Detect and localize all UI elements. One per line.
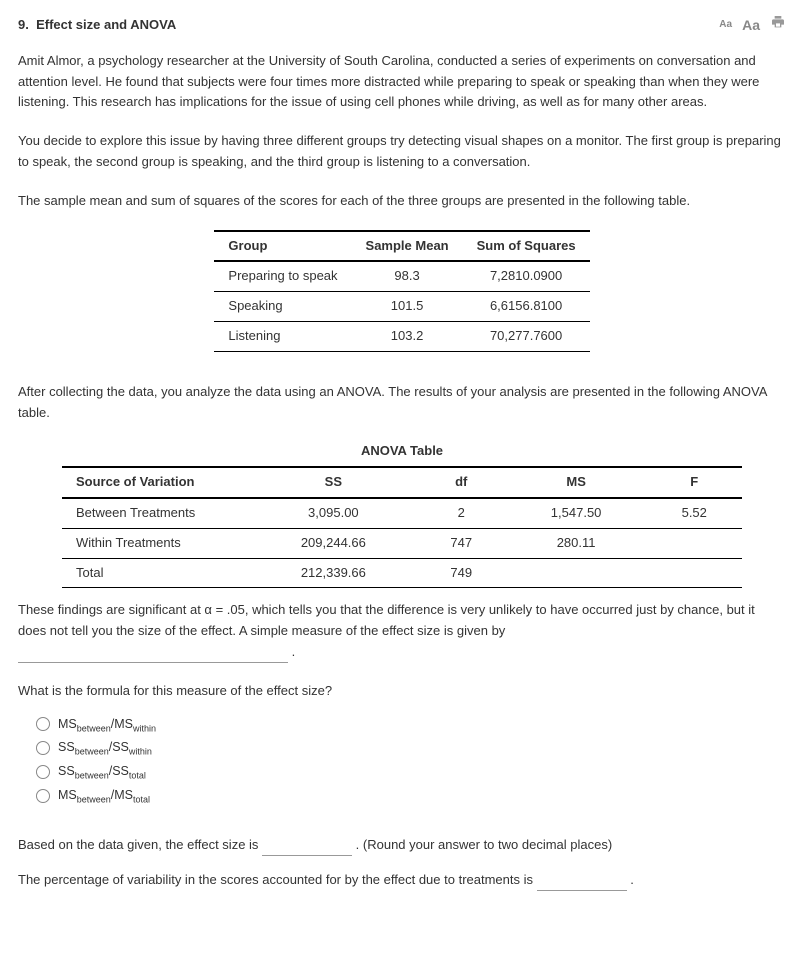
question-header: 9. Effect size and ANOVA Aa Aa xyxy=(18,14,786,37)
radio-icon[interactable] xyxy=(36,765,50,779)
option-4[interactable]: MSbetween/MStotal xyxy=(36,785,786,807)
a-h4: MS xyxy=(506,467,647,498)
paragraph-2: You decide to explore this issue by havi… xyxy=(18,131,786,173)
paragraph-4: After collecting the data, you analyze t… xyxy=(18,382,786,424)
paragraph-1: Amit Almor, a psychology researcher at t… xyxy=(18,51,786,113)
option-3[interactable]: SSbetween/SStotal xyxy=(36,761,786,783)
table-row: Total 212,339.66 749 xyxy=(62,558,742,588)
print-icon[interactable] xyxy=(770,14,786,37)
toolbar: Aa Aa xyxy=(719,14,786,37)
a-h2: SS xyxy=(250,467,417,498)
blank-effect-measure[interactable] xyxy=(18,648,288,663)
table-row: Listening 103.2 70,277.7600 xyxy=(214,321,589,351)
blank-effect-size[interactable] xyxy=(262,841,352,856)
paragraph-3: The sample mean and sum of squares of th… xyxy=(18,191,786,212)
t1-h1: Group xyxy=(214,231,351,262)
font-decrease-button[interactable]: Aa xyxy=(719,17,732,33)
paragraph-8: The percentage of variability in the sco… xyxy=(18,870,786,891)
t1-h2: Sample Mean xyxy=(352,231,463,262)
anova-title: ANOVA Table xyxy=(18,441,786,462)
blank-percentage[interactable] xyxy=(537,876,627,891)
question-number: 9. xyxy=(18,17,29,32)
table-row: Within Treatments 209,244.66 747 280.11 xyxy=(62,528,742,558)
option-2[interactable]: SSbetween/SSwithin xyxy=(36,737,786,759)
table-row: Preparing to speak 98.3 7,2810.0900 xyxy=(214,261,589,291)
a-h5: F xyxy=(647,467,743,498)
question-title: 9. Effect size and ANOVA xyxy=(18,15,176,36)
font-increase-button[interactable]: Aa xyxy=(742,14,760,36)
paragraph-7: Based on the data given, the effect size… xyxy=(18,835,786,856)
table-row: Speaking 101.5 6,6156.8100 xyxy=(214,292,589,322)
formula-options: MSbetween/MSwithin SSbetween/SSwithin SS… xyxy=(36,714,786,808)
a-h3: df xyxy=(417,467,506,498)
radio-icon[interactable] xyxy=(36,789,50,803)
option-1[interactable]: MSbetween/MSwithin xyxy=(36,714,786,736)
radio-icon[interactable] xyxy=(36,741,50,755)
t1-h3: Sum of Squares xyxy=(463,231,590,262)
radio-icon[interactable] xyxy=(36,717,50,731)
group-table: Group Sample Mean Sum of Squares Prepari… xyxy=(214,230,589,352)
a-h1: Source of Variation xyxy=(62,467,250,498)
paragraph-6: What is the formula for this measure of … xyxy=(18,681,786,702)
paragraph-5: These findings are significant at α = .0… xyxy=(18,600,786,662)
table-row: Between Treatments 3,095.00 2 1,547.50 5… xyxy=(62,498,742,528)
anova-table: Source of Variation SS df MS F Between T… xyxy=(62,466,742,588)
question-title-text: Effect size and ANOVA xyxy=(36,17,176,32)
